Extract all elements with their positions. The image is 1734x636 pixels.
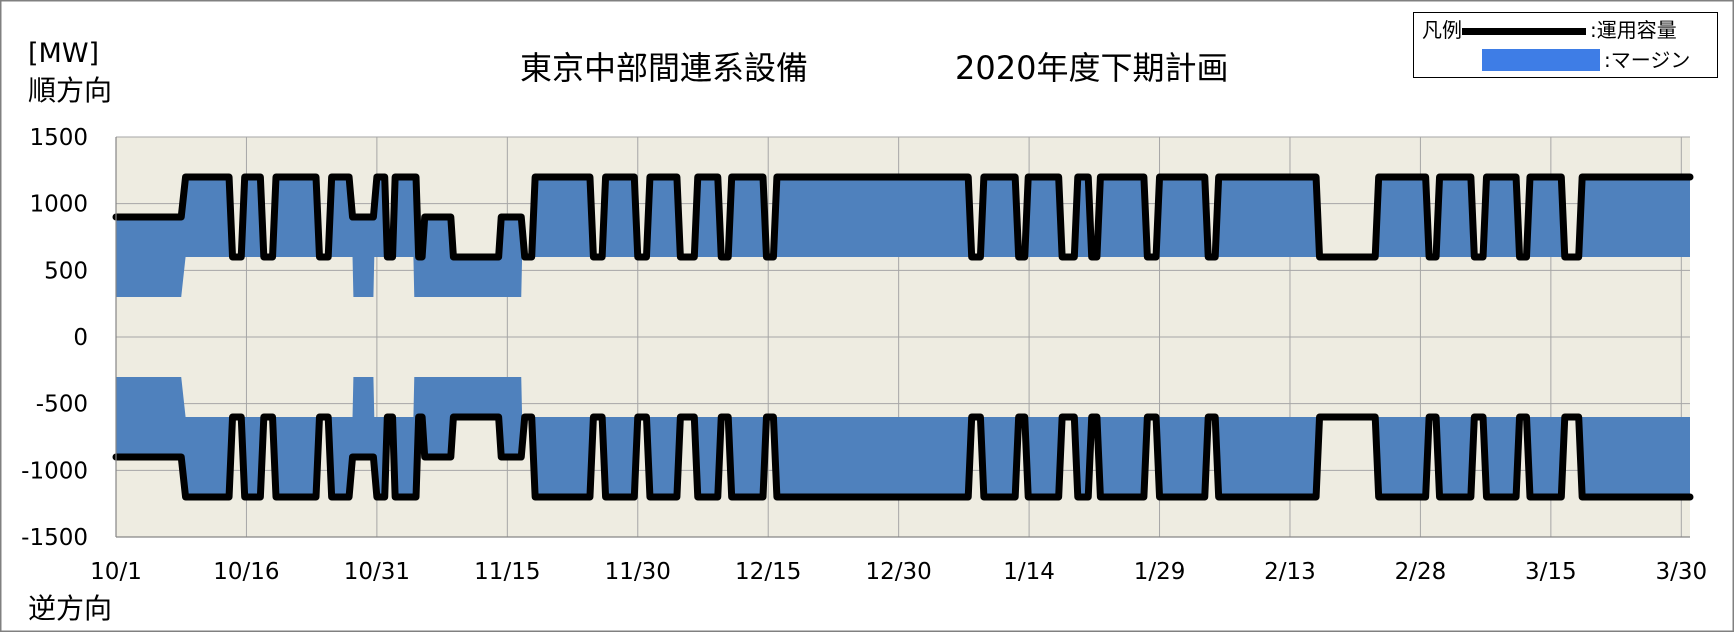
capacity-layer xyxy=(112,173,1694,501)
capacity-line-reverse xyxy=(112,413,1694,501)
y-tick-label: 1500 xyxy=(29,125,88,151)
x-tick-label: 10/1 xyxy=(90,559,142,585)
y-tick-label: 0 xyxy=(73,325,88,351)
x-tick-label: 12/30 xyxy=(866,559,932,585)
margin-band-forward xyxy=(116,177,1690,297)
margin-layer xyxy=(116,177,1690,497)
x-tick-label: 12/15 xyxy=(735,559,801,585)
legend-margin-swatch xyxy=(1482,49,1600,71)
axis-layer xyxy=(115,137,1690,538)
chart-title: 東京中部間連系設備 xyxy=(520,49,809,87)
x-tick-label: 2/28 xyxy=(1395,559,1447,585)
y-tick-labels: 1500 1000 500 0 -500 -1000 -1500 xyxy=(21,125,88,551)
x-tick-label: 11/15 xyxy=(474,559,540,585)
x-tick-label: 1/14 xyxy=(1003,559,1055,585)
chart-subtitle: 2020年度下期計画 xyxy=(955,49,1229,87)
y-tick-label: -500 xyxy=(36,392,88,418)
x-tick-labels: 10/1 10/16 10/31 11/15 11/30 12/15 12/30 1/14 1/… xyxy=(90,559,1707,585)
y-tick-label: -1500 xyxy=(21,525,88,551)
y-tick-label: 1000 xyxy=(29,192,88,218)
x-tick-label: 10/31 xyxy=(344,559,410,585)
x-tick-label: 11/30 xyxy=(605,559,671,585)
legend-capacity-swatch xyxy=(1462,28,1586,35)
y-tick-label: 500 xyxy=(44,258,88,284)
x-tick-label: 10/16 xyxy=(213,559,279,585)
x-tick-label: 3/15 xyxy=(1525,559,1577,585)
x-tick-label: 1/29 xyxy=(1134,559,1186,585)
legend: 凡例 :運用容量 :マージン xyxy=(1413,12,1718,78)
y-tick-label: -1000 xyxy=(21,458,88,484)
capacity-line-forward xyxy=(112,173,1694,261)
margin-band-reverse xyxy=(116,377,1690,497)
x-tick-label: 2/13 xyxy=(1264,559,1316,585)
x-tick-label: 3/30 xyxy=(1655,559,1707,585)
reverse-direction-label: 逆方向 xyxy=(28,592,113,625)
unit-label: [MW] xyxy=(28,38,100,69)
legend-margin-label: :マージン xyxy=(1604,48,1691,72)
forward-direction-label: 順方向 xyxy=(28,74,113,107)
legend-capacity-label: :運用容量 xyxy=(1590,18,1677,42)
legend-title: 凡例 xyxy=(1422,18,1462,42)
